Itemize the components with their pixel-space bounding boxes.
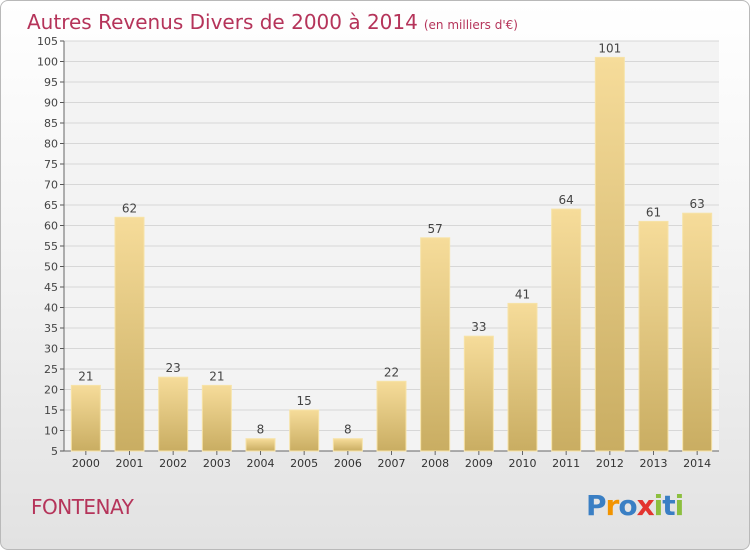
bar: [70, 384, 101, 452]
logo-letter: i: [674, 489, 685, 522]
bar: [376, 380, 407, 452]
y-tick-label: 50: [44, 261, 58, 274]
bar-value-label: 101: [598, 41, 621, 55]
chart-subtitle: (en milliers d'€): [423, 18, 518, 32]
x-tick-label: 2005: [290, 457, 318, 470]
x-tick-label: 2012: [596, 457, 624, 470]
proxiti-logo: Proxiti: [586, 489, 685, 522]
bar-value-label: 62: [122, 201, 137, 215]
bar-value-label: 63: [690, 197, 705, 211]
bar: [332, 438, 363, 452]
y-tick-label: 30: [44, 343, 58, 356]
bar-value-label: 21: [78, 369, 93, 383]
x-tick-label: 2000: [72, 457, 100, 470]
y-tick-label: 90: [44, 97, 58, 110]
logo-letter: t: [662, 489, 675, 522]
bar-value-label: 15: [297, 394, 312, 408]
y-tick-label: 75: [44, 158, 58, 171]
bar-value-label: 64: [559, 193, 574, 207]
bar: [682, 212, 713, 452]
y-tick-label: 45: [44, 281, 58, 294]
y-tick-label: 85: [44, 117, 58, 130]
y-tick-label: 10: [44, 425, 58, 438]
bar-value-label: 8: [344, 423, 352, 437]
y-tick-label: 25: [44, 363, 58, 376]
y-tick-label: 20: [44, 384, 58, 397]
bar-value-label: 23: [166, 361, 181, 375]
x-tick-label: 2013: [640, 457, 668, 470]
y-tick-label: 105: [37, 35, 58, 48]
x-tick-label: 2002: [159, 457, 187, 470]
bar-value-label: 41: [515, 287, 530, 301]
y-tick-label: 95: [44, 76, 58, 89]
y-tick-label: 65: [44, 199, 58, 212]
chart-title: Autres Revenus Divers de 2000 à 2014: [27, 10, 418, 34]
y-tick-label: 35: [44, 322, 58, 335]
bar: [289, 409, 320, 452]
bar: [114, 216, 145, 452]
bar: [420, 237, 451, 452]
y-tick-label: 60: [44, 220, 58, 233]
bar-value-label: 33: [471, 320, 486, 334]
x-tick-label: 2004: [247, 457, 275, 470]
bar: [507, 302, 538, 452]
x-tick-label: 2006: [334, 457, 362, 470]
commune-name: FONTENAY: [31, 495, 134, 519]
y-tick-label: 100: [37, 56, 58, 69]
bar-value-label: 61: [646, 205, 661, 219]
y-tick-label: 55: [44, 240, 58, 253]
bar: [638, 220, 669, 452]
bar-value-label: 22: [384, 365, 399, 379]
y-tick-label: 15: [44, 404, 58, 417]
x-tick-label: 2007: [378, 457, 406, 470]
bar: [551, 208, 582, 452]
chart-title-block: Autres Revenus Divers de 2000 à 2014 (en …: [27, 10, 518, 34]
bar: [201, 384, 232, 452]
logo-letter: x: [636, 489, 655, 522]
bar: [158, 376, 189, 452]
bar-value-label: 8: [257, 423, 265, 437]
x-tick-label: 2003: [203, 457, 231, 470]
x-tick-label: 2011: [552, 457, 580, 470]
logo-letter: i: [653, 489, 664, 522]
logo-letter: r: [605, 489, 620, 522]
y-tick-label: 70: [44, 179, 58, 192]
bar-value-label: 21: [209, 369, 224, 383]
bar: [594, 56, 625, 452]
logo-letter: P: [586, 489, 607, 522]
bar-value-label: 57: [428, 222, 443, 236]
x-tick-label: 2001: [116, 457, 144, 470]
bar: [463, 335, 494, 452]
logo-letter: o: [618, 489, 637, 522]
x-tick-label: 2008: [421, 457, 449, 470]
x-tick-label: 2009: [465, 457, 493, 470]
bar: [245, 438, 276, 452]
y-tick-label: 80: [44, 138, 58, 151]
x-tick-label: 2014: [683, 457, 711, 470]
y-tick-label: 5: [51, 445, 58, 458]
y-tick-label: 40: [44, 302, 58, 315]
x-tick-label: 2010: [509, 457, 537, 470]
